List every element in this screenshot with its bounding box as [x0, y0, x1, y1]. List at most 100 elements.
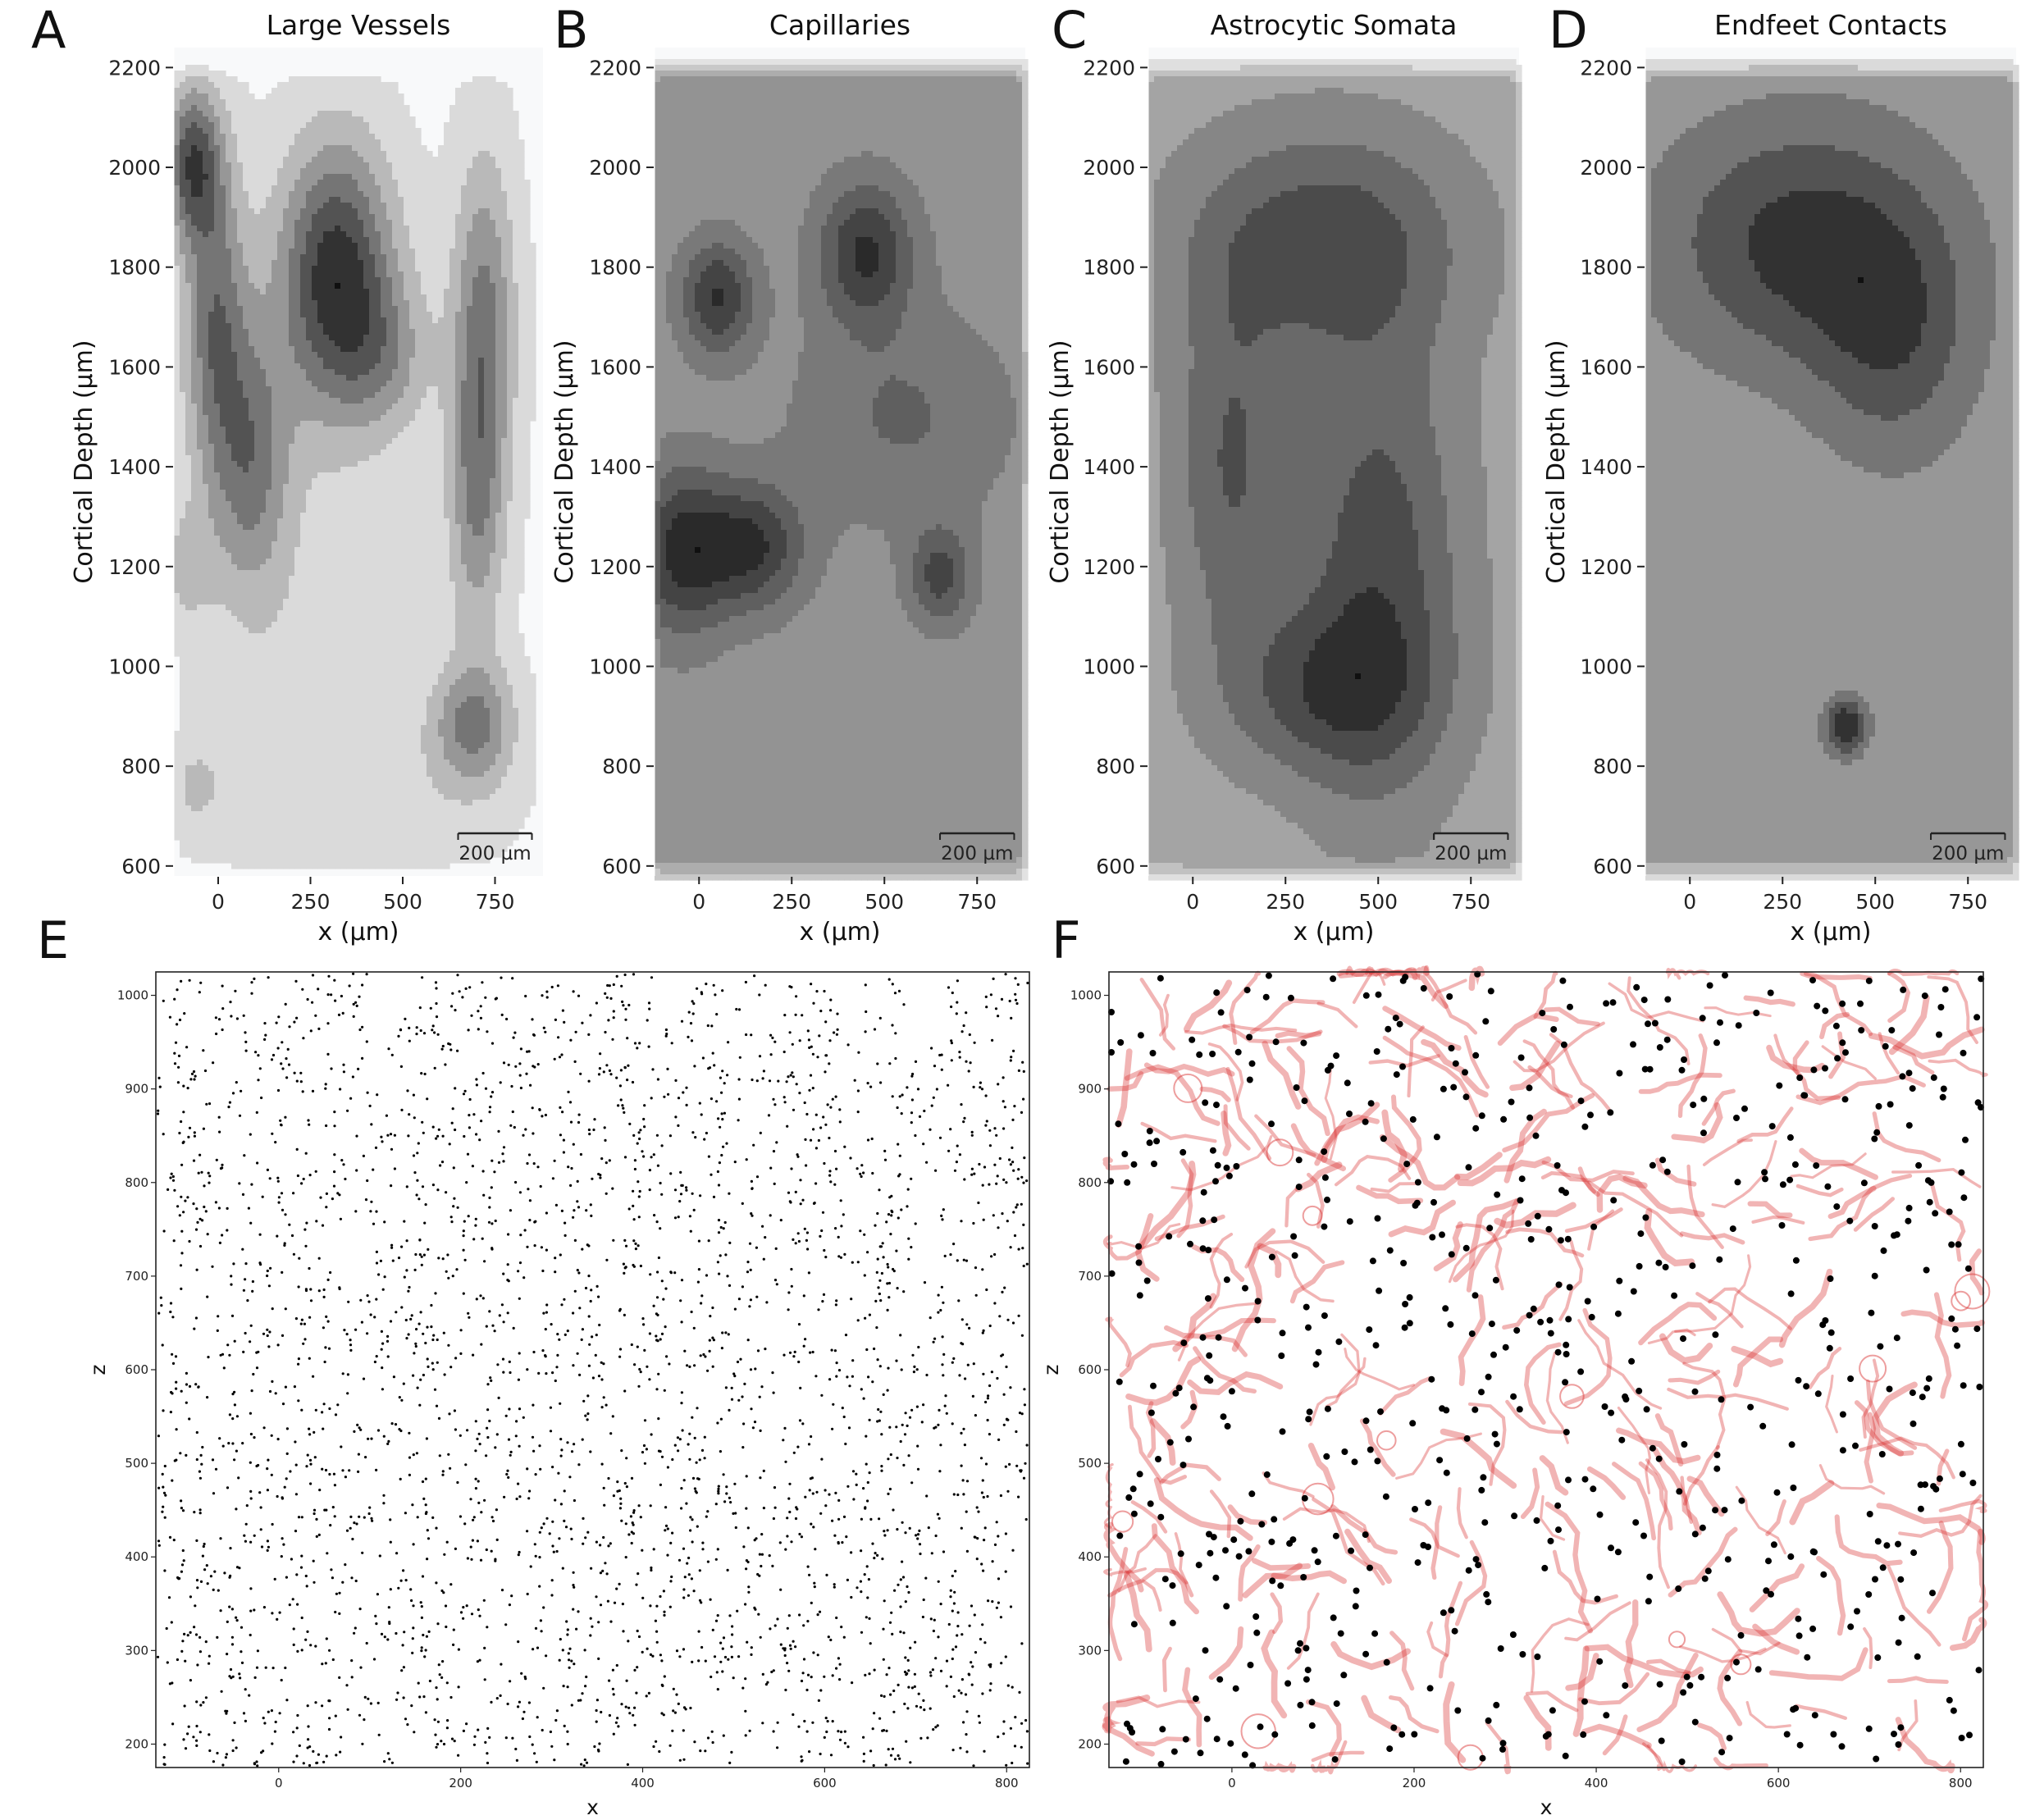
panel-a-contour-cell	[174, 289, 180, 295]
panel-a-contour-cell	[507, 381, 513, 387]
panel-a-contour-cell	[455, 105, 462, 112]
panel-a-contour-cell	[369, 363, 376, 370]
panel-a-contour-cell	[208, 271, 215, 278]
panel-a-contour-cell	[208, 501, 215, 508]
panel-a-contour-cell	[340, 157, 347, 163]
panel-a-contour-cell	[271, 426, 278, 433]
panel-a-contour-cell	[381, 346, 387, 353]
panel-a-contour-cell	[220, 151, 226, 157]
panel-a-contour-cell	[260, 438, 267, 445]
panel-a-contour-cell	[203, 168, 209, 175]
panel-a-contour-cell	[220, 111, 226, 117]
panel-a-contour-cell	[226, 541, 232, 548]
panel-a-contour-cell	[185, 352, 192, 358]
panel-a-contour-cell	[484, 203, 490, 209]
panel-a-contour-cell	[478, 363, 485, 370]
panel-a-contour-cell	[484, 249, 490, 255]
panel-a-contour-cell	[415, 421, 422, 427]
panel-a-contour-cell	[495, 306, 502, 312]
panel-a-contour-cell	[237, 513, 244, 519]
panel-a-contour-cell	[300, 478, 307, 485]
panel-a-contour-cell	[329, 185, 335, 192]
panel-a-contour-cell	[363, 300, 370, 307]
panel-a-contour-cell	[300, 530, 307, 536]
panel-a-contour-cell	[513, 134, 519, 140]
panel-a-contour-cell	[432, 490, 439, 496]
panel-a-contour-cell	[312, 94, 318, 100]
panel-a-contour-cell	[226, 306, 232, 312]
panel-a-contour-cell	[271, 455, 278, 462]
panel-a-contour-cell	[254, 467, 261, 473]
panel-a-contour-cell	[507, 266, 513, 272]
panel-a-contour-cell	[283, 122, 290, 129]
panel-a-contour-cell	[283, 277, 290, 284]
panel-a-contour-cell	[249, 518, 255, 525]
panel-a-contour-cell	[444, 358, 450, 364]
panel-a-contour-cell	[283, 536, 290, 542]
panel-a-contour-cell	[432, 432, 439, 439]
panel-a-contour-cell	[415, 231, 422, 238]
panel-a-contour-cell	[421, 449, 427, 456]
panel-a-contour-cell	[386, 507, 393, 513]
panel-a-contour-cell	[191, 180, 198, 186]
panel-a-contour-cell	[294, 174, 301, 180]
panel-a-contour-cell	[518, 398, 525, 404]
panel-a-contour-cell	[208, 409, 215, 416]
panel-a-contour-cell	[381, 398, 387, 404]
panel-a-contour-cell	[312, 478, 318, 485]
panel-a-contour-cell	[294, 386, 301, 393]
panel-a-contour-cell	[404, 306, 410, 312]
panel-a-contour-cell	[197, 208, 203, 215]
panel-a-contour-cell	[438, 283, 445, 290]
panel-a-contour-cell	[260, 449, 267, 456]
panel-a-contour-cell	[271, 306, 278, 312]
panel-a-contour-cell	[346, 467, 353, 473]
panel-a-contour-cell	[518, 329, 525, 335]
panel-a-contour-cell	[300, 185, 307, 192]
panel-a-contour-cell	[191, 495, 198, 502]
panel-a-contour-cell	[398, 139, 404, 146]
panel-a-contour-cell	[461, 461, 468, 468]
panel-a-contour-cell	[369, 105, 376, 112]
panel-a-contour-cell	[409, 346, 416, 353]
panel-a-contour-cell	[266, 306, 272, 312]
panel-a-contour-cell	[478, 99, 485, 106]
panel-a-contour-cell	[174, 449, 180, 456]
panel-a-contour-cell	[231, 94, 238, 100]
panel-a-contour-cell	[369, 444, 376, 450]
panel-a-contour-cell	[386, 536, 393, 542]
panel-a-contour-cell	[203, 88, 209, 94]
panel-a-contour-cell	[363, 294, 370, 301]
panel-a-contour-cell	[174, 231, 180, 238]
panel-a-contour-cell	[438, 231, 445, 238]
panel-a-contour-cell	[398, 409, 404, 416]
panel-a-contour-cell	[191, 157, 198, 163]
panel-a-contour-cell	[375, 335, 381, 341]
panel-a-contour-cell	[283, 449, 290, 456]
panel-a-contour-cell	[335, 358, 341, 364]
panel-a-contour-cell	[254, 478, 261, 485]
panel-a-contour-cell	[317, 478, 324, 485]
panel-a-contour-cell	[495, 266, 502, 272]
panel-a-contour-cell	[495, 174, 502, 180]
panel-a-contour-cell	[518, 426, 525, 433]
panel-a-contour-cell	[323, 306, 330, 312]
panel-a-contour-cell	[358, 271, 364, 278]
panel-a-contour-cell	[409, 524, 416, 531]
panel-a-contour-cell	[203, 306, 209, 312]
panel-a-contour-cell	[329, 157, 335, 163]
panel-a-contour-cell	[530, 323, 536, 330]
panel-a-contour-cell	[266, 507, 272, 513]
panel-a-contour-cell	[323, 134, 330, 140]
panel-a-contour-cell	[174, 375, 180, 381]
panel-a-contour-cell	[203, 317, 209, 324]
panel-a-contour-cell	[208, 300, 215, 307]
panel-a-contour-cell	[415, 162, 422, 169]
panel-a-contour-cell	[335, 145, 341, 152]
panel-a-contour-cell	[231, 249, 238, 255]
panel-a-contour-cell	[455, 191, 462, 198]
panel-a-contour-cell	[271, 375, 278, 381]
panel-a-contour-cell	[386, 340, 393, 347]
panel-a-contour-cell	[174, 444, 180, 450]
panel-a-contour-cell	[266, 105, 272, 112]
